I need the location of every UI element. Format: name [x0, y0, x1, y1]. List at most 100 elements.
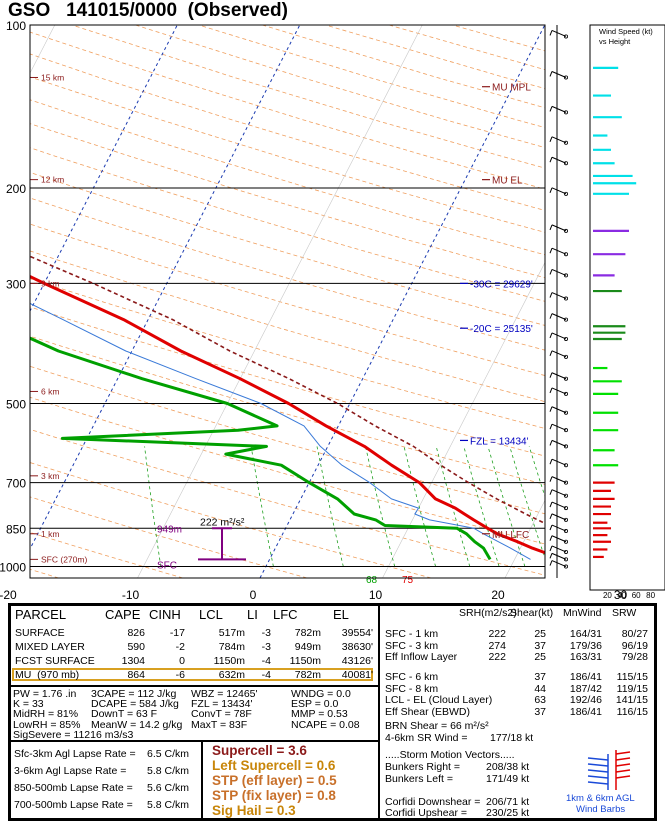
wind-barb-station [564, 564, 569, 569]
legend-barb-red [615, 751, 631, 755]
storm-motion-value: 206/71 kt [486, 795, 530, 808]
dry-adiabat [30, 99, 545, 256]
shear-value: 37 [534, 671, 546, 683]
parcel-cell: -4 [261, 669, 271, 681]
dry-adiabat [30, 365, 545, 515]
dry-adiabat [30, 531, 183, 578]
wind-barb [551, 552, 567, 560]
mixing-ratio-line [463, 446, 500, 567]
wind-barb-flag [549, 248, 553, 254]
wind-barb-flag [549, 545, 553, 552]
composite-index: Left Supercell = 0.6 [212, 758, 336, 773]
dry-adiabat [135, 25, 545, 149]
composite-index: STP (eff layer) = 0.5 [212, 773, 337, 788]
mu-mpl-label: MU MPL [492, 83, 531, 94]
storm-motion-label: Corfidi Upshear = [385, 807, 467, 818]
srw-4-6-value: 177/18 kt [490, 732, 534, 744]
wind-barb-flag [549, 187, 553, 194]
wind-barb-flag [549, 71, 553, 77]
wind-barb-flag [549, 292, 553, 298]
thermo-value: MeanW = 14.2 g/kg [91, 718, 183, 731]
wind-barb [551, 292, 567, 300]
pressure-label: 1000 [0, 561, 26, 575]
lapse-rate-label: 850-500mb Lapse Rate = [14, 782, 133, 794]
mu-lfc-label: MU LFC [492, 530, 529, 541]
composite-index: Supercell = 3.6 [212, 743, 307, 758]
height-label: 9 km [41, 278, 59, 288]
isotherm [504, 499, 545, 578]
wind-barb-legend-icon [587, 750, 631, 790]
wind-barb [551, 372, 567, 380]
legend-barb-red [615, 763, 631, 767]
wind-barb [551, 313, 567, 321]
kinematics-header: SRW [612, 607, 637, 619]
srw-value: 80/27 [621, 628, 648, 640]
wind-barb [551, 187, 567, 195]
parcel-cell: MU (970 mb) [15, 669, 80, 681]
thermo-box: PW = 1.76 .in 3CAPE = 112 J/kg WBZ = 12465… [11, 687, 378, 740]
thermo-value: NCAPE = 0.08 [291, 718, 360, 731]
composite-box: Supercell = 3.6 Left Supercell = 0.6 STP (… [203, 742, 378, 818]
isotherm [137, 25, 423, 578]
legend-barb-blue [587, 775, 609, 779]
chart-title: GSO 141015/0000 (Observed) [8, 0, 288, 21]
wind-barb-flag [549, 332, 553, 339]
parcel-header: EL [333, 607, 349, 622]
dry-adiabat [30, 172, 545, 326]
isotherm [30, 25, 56, 74]
kinematics-layer: SFC - 1 km [385, 628, 439, 640]
wind-strip-title: Wind Speed (kt) [599, 27, 653, 36]
wind-barb-station [564, 140, 569, 145]
parcel-header: CINH [149, 607, 181, 622]
parcel-trace [30, 255, 545, 525]
parcel-header: LCL [199, 607, 223, 622]
legend-barb-red [615, 775, 631, 779]
wind-barb-station [564, 539, 569, 544]
storm-motion-value: 208/38 kt [486, 761, 530, 773]
wind-barb-station [564, 191, 569, 196]
wind-barb [551, 268, 567, 276]
parcel-cell: -17 [169, 627, 185, 639]
parcel-cell: 40081' [341, 669, 373, 681]
thermo-value: MMP = 0.53 [291, 708, 348, 721]
wind-barb [551, 387, 567, 395]
thermo-value: DownT = 63 F [91, 708, 158, 721]
dry-adiabat [30, 462, 432, 578]
wind-barb-flag [549, 372, 553, 378]
thermo-value: MidRH = 81% [13, 708, 79, 721]
shear-value: 37 [534, 705, 546, 718]
lapse-rate-value: 5.6 C/km [147, 782, 190, 794]
mixing-ratio-line [403, 446, 436, 567]
wind-barb [551, 105, 567, 113]
barb-caption-line2: Wind Barbs [576, 804, 626, 815]
parcel-header: LI [247, 607, 258, 622]
wind-barb-flag [549, 476, 553, 482]
wind-barb-station [564, 34, 569, 39]
height-label: 1 km [41, 529, 59, 539]
srh-top-label: 949m [157, 524, 182, 535]
kinematics-header: SRH(m2/s2) [459, 607, 517, 619]
mixing-ratio-line [365, 446, 396, 567]
pressure-label: 200 [6, 182, 26, 196]
height-label: 12 km [41, 175, 64, 185]
parcel-cell: -3 [261, 641, 271, 653]
wind-barb-station [564, 336, 569, 341]
wind-barb-station [564, 549, 569, 554]
wind-axis-tick: 40 [617, 591, 626, 600]
srw-value: 115/15 [616, 671, 648, 683]
thermo-value: 3CAPE = 112 J/kg [91, 688, 177, 700]
thermo-value: PW = 1.76 .in [13, 688, 77, 700]
parcel-cell: MIXED LAYER [15, 641, 85, 653]
temperature-tick: 0 [250, 588, 257, 602]
wind-barb-flag [549, 535, 553, 541]
parcel-cell: 590 [127, 641, 145, 653]
parcel-cell: 949m [294, 641, 321, 653]
thermo-value: WBZ = 12465' [191, 688, 258, 700]
thermo-value: WNDG = 0.0 [291, 688, 351, 700]
wind-barb-flag [549, 387, 553, 394]
dry-adiabat [30, 306, 545, 457]
dry-adiabat [30, 396, 545, 545]
mixing-ratio-line [435, 446, 471, 567]
legend-barb-red [615, 769, 631, 773]
isotherm [30, 25, 178, 313]
